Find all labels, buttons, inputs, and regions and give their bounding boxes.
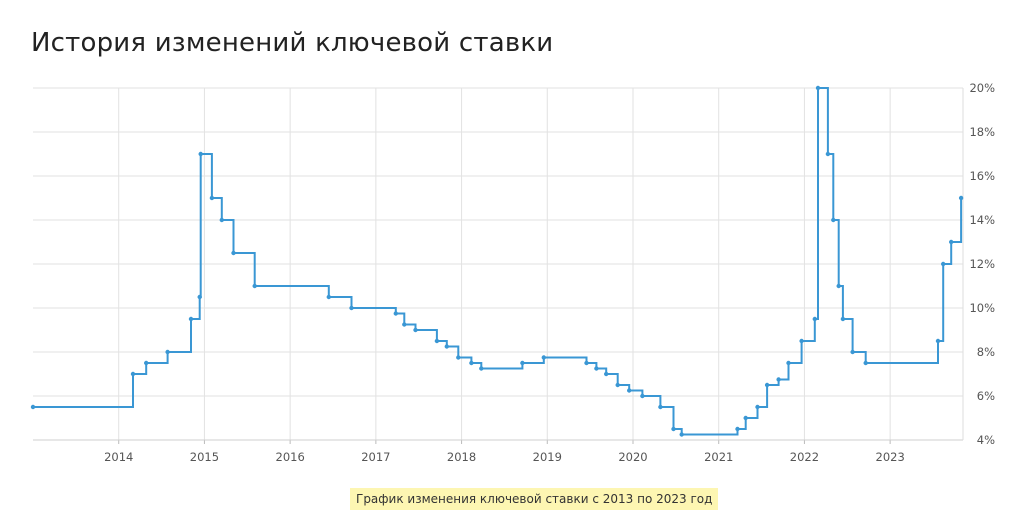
data-point	[209, 195, 215, 201]
x-tick-label: 2022	[790, 450, 819, 464]
data-point	[941, 261, 946, 267]
x-tick-label: 2017	[361, 450, 390, 464]
data-point	[640, 393, 645, 399]
data-point	[812, 316, 817, 322]
data-point	[935, 338, 941, 344]
x-tick-label: 2021	[704, 450, 733, 464]
data-point	[349, 305, 354, 311]
data-point	[469, 360, 474, 366]
data-point	[658, 404, 663, 410]
data-points	[30, 85, 964, 437]
x-tick-label: 2020	[618, 450, 647, 464]
data-point	[393, 311, 398, 316]
y-tick-label: 20%	[969, 81, 995, 95]
chart-caption: График изменения ключевой ставки с 2013 …	[350, 488, 719, 510]
data-point	[326, 294, 331, 300]
data-point	[584, 360, 589, 366]
y-tick-label: 6%	[977, 389, 995, 403]
y-tick-label: 14%	[969, 213, 995, 227]
data-point	[743, 415, 748, 421]
data-point	[434, 338, 440, 344]
data-point	[831, 217, 836, 223]
data-point	[755, 404, 760, 410]
data-point	[825, 151, 831, 157]
data-point	[776, 377, 781, 382]
data-point	[198, 151, 203, 157]
x-tick-label: 2015	[190, 450, 219, 464]
data-point	[815, 85, 821, 91]
data-point	[949, 239, 954, 245]
y-tick-label: 4%	[977, 433, 995, 447]
data-point	[604, 371, 609, 377]
y-tick-label: 10%	[969, 301, 995, 315]
data-point	[615, 382, 620, 388]
data-point	[130, 371, 136, 377]
y-axis: 4% 6% 8% 10% 12% 14% 16% 18% 20%	[962, 81, 995, 447]
data-point	[165, 349, 170, 355]
key-rate-chart: 2014 2015 2016 2017 2018 2019 2020 2021 2022 2023…	[30, 81, 995, 464]
data-point	[479, 366, 484, 371]
data-point	[594, 366, 599, 371]
data-point	[30, 404, 36, 410]
data-point	[671, 426, 676, 432]
data-point	[413, 327, 418, 333]
data-point	[627, 388, 632, 393]
data-point	[456, 355, 461, 360]
x-axis: 2014 2015 2016 2017 2018 2019 2020 2021 2022 2023	[33, 439, 963, 464]
x-tick-label: 2023	[876, 450, 905, 464]
y-tick-label: 18%	[969, 125, 995, 139]
data-point	[402, 322, 407, 327]
data-point	[764, 382, 770, 388]
data-point	[252, 283, 257, 289]
chart-title: История изменений ключевой ставки	[31, 28, 554, 58]
data-point	[444, 344, 449, 349]
data-point	[840, 316, 846, 322]
data-point	[520, 360, 525, 366]
data-point	[836, 283, 841, 289]
data-point	[958, 195, 964, 201]
y-tick-label: 8%	[977, 345, 995, 359]
data-point	[188, 316, 194, 322]
y-tick-label: 12%	[969, 257, 995, 271]
data-point	[850, 349, 855, 355]
data-point	[735, 426, 740, 432]
x-tick-label: 2019	[533, 450, 562, 464]
data-point	[231, 250, 236, 256]
data-point	[197, 294, 202, 300]
data-point	[541, 355, 546, 360]
data-point	[144, 360, 149, 366]
data-point	[786, 360, 791, 366]
data-point	[679, 432, 684, 437]
x-tick-label: 2014	[104, 450, 133, 464]
grid	[33, 87, 963, 441]
x-tick-label: 2018	[447, 450, 476, 464]
data-point	[799, 338, 804, 344]
x-tick-label: 2016	[276, 450, 305, 464]
y-tick-label: 16%	[969, 169, 995, 183]
data-point	[219, 217, 224, 223]
series-line	[33, 87, 963, 436]
data-point	[863, 360, 868, 366]
